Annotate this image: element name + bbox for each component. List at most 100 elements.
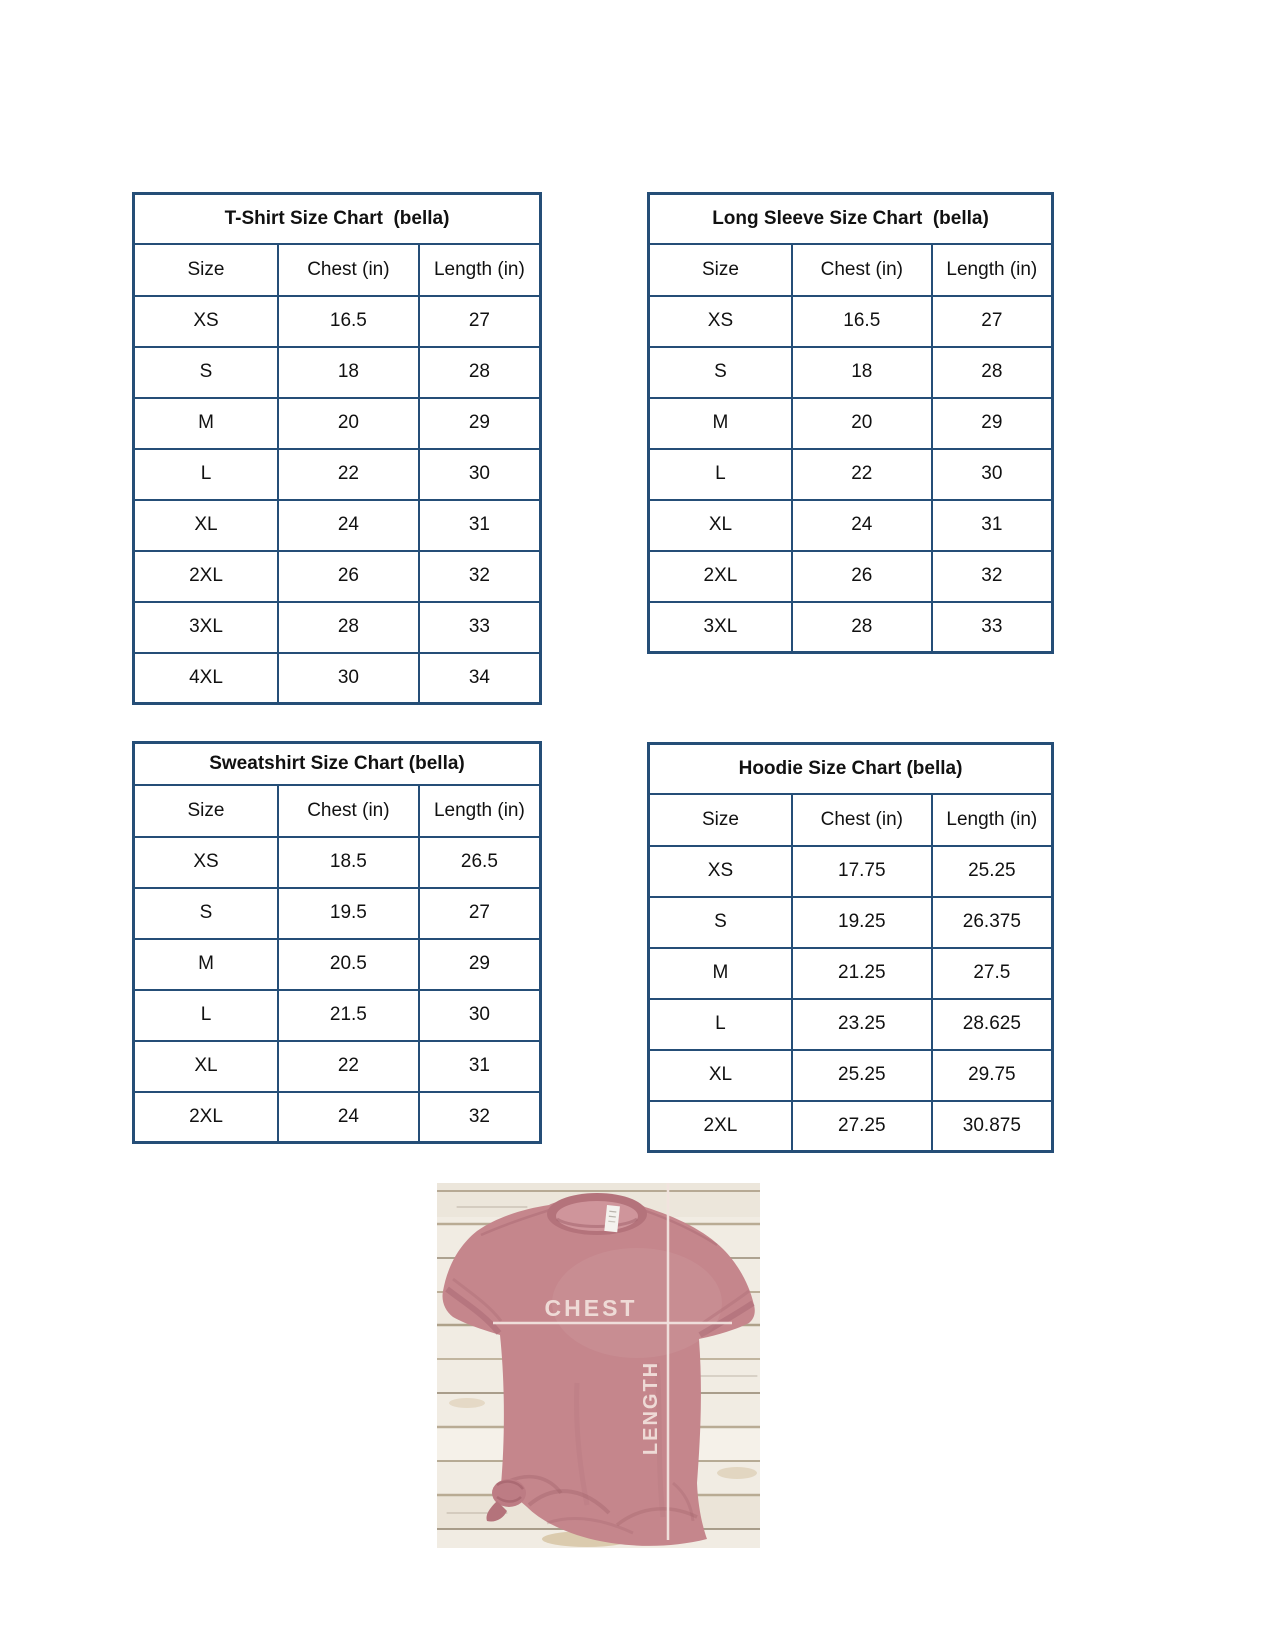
data-cell: 19.25 xyxy=(790,895,933,949)
hoodie-table: Hoodie Size Chart (bella) Size Chest (in) L… xyxy=(647,742,1054,1153)
data-cell: 26.375 xyxy=(930,895,1054,949)
table-row: S 19.25 26.375 xyxy=(647,895,1054,949)
table-row: M 20 29 xyxy=(647,396,1054,450)
data-cell: 20.5 xyxy=(276,937,420,991)
measurement-overlay: CHEST LENGTH xyxy=(493,1183,732,1540)
table-row: 4XL 30 34 xyxy=(132,651,542,705)
column-header: Size xyxy=(647,792,793,847)
data-cell: 29 xyxy=(930,396,1054,450)
table-title-row: T-Shirt Size Chart (bella) xyxy=(132,192,542,245)
data-cell: 22 xyxy=(276,447,420,501)
column-header: Length (in) xyxy=(930,792,1054,847)
data-cell: 33 xyxy=(417,600,542,654)
data-cell: 22 xyxy=(790,447,933,501)
table-row: XS 18.5 26.5 xyxy=(132,835,542,889)
data-cell: 28 xyxy=(930,345,1054,399)
table-row: XS 17.75 25.25 xyxy=(647,844,1054,898)
data-cell: 33 xyxy=(930,600,1054,654)
table-row: 2XL 27.25 30.875 xyxy=(647,1099,1054,1153)
data-cell: XS xyxy=(647,844,793,898)
column-header: Chest (in) xyxy=(790,242,933,297)
data-cell: 27 xyxy=(417,294,542,348)
table-row: S 18 28 xyxy=(132,345,542,399)
data-cell: 20 xyxy=(790,396,933,450)
data-cell: 18 xyxy=(276,345,420,399)
column-header-row: Size Chest (in) Length (in) xyxy=(132,783,542,838)
table-row: S 18 28 xyxy=(647,345,1054,399)
neck-label-tag xyxy=(604,1205,620,1233)
data-cell: 31 xyxy=(417,1039,542,1093)
data-cell: M xyxy=(647,946,793,1000)
sweatshirt-size-chart: Sweatshirt Size Chart (bella) Size Chest (… xyxy=(132,741,542,1144)
hem-knot xyxy=(486,1479,526,1522)
table-row: XL 24 31 xyxy=(132,498,542,552)
column-header: Length (in) xyxy=(417,783,542,838)
data-cell: 26 xyxy=(790,549,933,603)
data-cell: XS xyxy=(132,835,279,889)
table-row: M 20.5 29 xyxy=(132,937,542,991)
data-cell: 24 xyxy=(276,1090,420,1144)
right-cuff-fold xyxy=(698,1300,755,1338)
data-cell: 28 xyxy=(417,345,542,399)
data-cell: 16.5 xyxy=(276,294,420,348)
data-cell: 29.75 xyxy=(930,1048,1054,1102)
table-row: 2XL 24 32 xyxy=(132,1090,542,1144)
table-row: 3XL 28 33 xyxy=(132,600,542,654)
column-header-row: Size Chest (in) Length (in) xyxy=(647,242,1054,297)
data-cell: 3XL xyxy=(647,600,793,654)
data-cell: 30 xyxy=(276,651,420,705)
data-cell: L xyxy=(132,447,279,501)
data-cell: 31 xyxy=(417,498,542,552)
longsleeve-size-chart: Long Sleeve Size Chart (bella) Size Chest … xyxy=(647,192,1054,654)
table-row: XL 22 31 xyxy=(132,1039,542,1093)
column-header: Length (in) xyxy=(417,242,542,297)
data-cell: 26.5 xyxy=(417,835,542,889)
data-cell: 32 xyxy=(417,549,542,603)
table-row: XL 24 31 xyxy=(647,498,1054,552)
data-cell: L xyxy=(647,997,793,1051)
data-cell: XL xyxy=(132,1039,279,1093)
table-row: XS 16.5 27 xyxy=(132,294,542,348)
column-header-row: Size Chest (in) Length (in) xyxy=(647,792,1054,847)
data-cell: 4XL xyxy=(132,651,279,705)
column-header: Size xyxy=(132,242,279,297)
data-cell: M xyxy=(647,396,793,450)
data-cell: S xyxy=(647,895,793,949)
table-title-row: Long Sleeve Size Chart (bella) xyxy=(647,192,1054,245)
data-cell: 30 xyxy=(417,447,542,501)
table-row: 3XL 28 33 xyxy=(647,600,1054,654)
data-cell: 24 xyxy=(276,498,420,552)
data-cell: XS xyxy=(132,294,279,348)
data-cell: 20 xyxy=(276,396,420,450)
column-header: Chest (in) xyxy=(790,792,933,847)
data-cell: 32 xyxy=(417,1090,542,1144)
hoodie-title: Hoodie Size Chart (bella) xyxy=(647,742,1054,795)
data-cell: 21.5 xyxy=(276,988,420,1042)
hoodie-size-chart: Hoodie Size Chart (bella) Size Chest (in) L… xyxy=(647,742,1054,1153)
data-cell: XL xyxy=(647,498,793,552)
shirt-mockup-image: CHEST LENGTH xyxy=(437,1183,760,1548)
table-row: 2XL 26 32 xyxy=(647,549,1054,603)
data-cell: 27 xyxy=(417,886,542,940)
table-title-row: Hoodie Size Chart (bella) xyxy=(647,742,1054,795)
chest-label: CHEST xyxy=(545,1295,638,1321)
sweatshirt-table: Sweatshirt Size Chart (bella) Size Chest (… xyxy=(132,741,542,1144)
data-cell: M xyxy=(132,937,279,991)
data-cell: 25.25 xyxy=(790,1048,933,1102)
tshirt-table: T-Shirt Size Chart (bella) Size Chest (in)… xyxy=(132,192,542,705)
table-row: XS 16.5 27 xyxy=(647,294,1054,348)
data-cell: 28 xyxy=(790,600,933,654)
length-label: LENGTH xyxy=(640,1361,662,1455)
data-cell: 31 xyxy=(930,498,1054,552)
data-cell: 2XL xyxy=(647,549,793,603)
data-cell: 34 xyxy=(417,651,542,705)
data-cell: S xyxy=(132,345,279,399)
column-header: Length (in) xyxy=(930,242,1054,297)
column-header-row: Size Chest (in) Length (in) xyxy=(132,242,542,297)
table-row: XL 25.25 29.75 xyxy=(647,1048,1054,1102)
table-row: M 21.25 27.5 xyxy=(647,946,1054,1000)
data-cell: 3XL xyxy=(132,600,279,654)
data-cell: 27.5 xyxy=(930,946,1054,1000)
data-cell: 32 xyxy=(930,549,1054,603)
tshirt-size-chart: T-Shirt Size Chart (bella) Size Chest (in)… xyxy=(132,192,542,705)
